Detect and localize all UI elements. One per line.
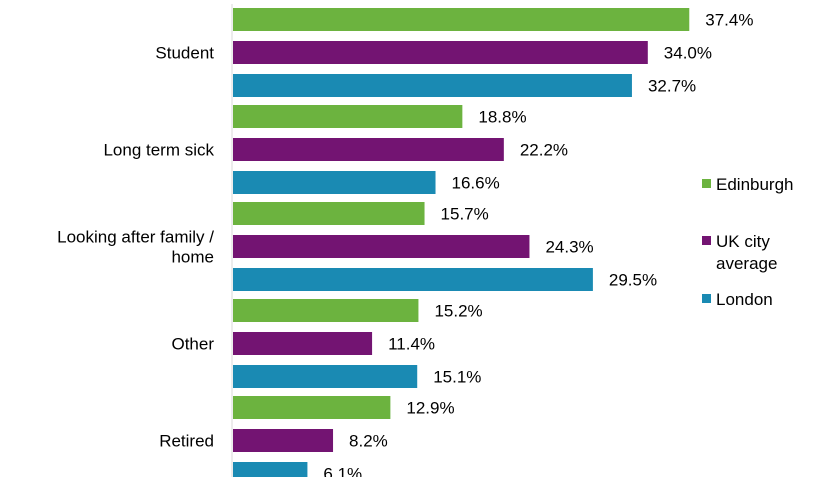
bar: [233, 202, 425, 225]
legend-label: London: [716, 290, 773, 309]
data-label: 16.6%: [452, 174, 500, 193]
legend-label: average: [716, 254, 777, 273]
data-label: 15.1%: [433, 368, 481, 387]
legend-swatch: [702, 236, 711, 245]
category-label: Long term sick: [103, 141, 214, 160]
bar: [233, 332, 373, 355]
data-label: 29.5%: [609, 271, 657, 290]
category-label: Retired: [159, 432, 214, 451]
data-label: 32.7%: [648, 77, 696, 96]
bar: [233, 462, 308, 477]
bar: [233, 74, 632, 97]
bar: [233, 429, 334, 452]
legend-swatch: [702, 294, 711, 303]
data-label: 18.8%: [478, 108, 526, 127]
data-label: 22.2%: [520, 141, 568, 160]
bar: [233, 396, 391, 419]
data-label: 8.2%: [349, 432, 388, 451]
bar: [233, 268, 593, 291]
value-labels: 37.4% 34.0% 32.7% 18.8% 22.2% 16.6% 15.7% 24.3%…: [323, 11, 753, 477]
data-label: 12.9%: [406, 399, 454, 418]
bar: [233, 299, 419, 322]
legend-label: UK city: [716, 232, 770, 251]
bar: [233, 105, 463, 128]
bar: [233, 235, 530, 258]
data-label: 34.0%: [664, 44, 712, 63]
bar: [233, 8, 690, 31]
category-labels: Student Long term sick Looking after famil…: [57, 44, 214, 451]
category-label: Student: [155, 44, 214, 63]
data-label: 11.4%: [388, 335, 435, 354]
legend-label: Edinburgh: [716, 175, 794, 194]
data-label: 15.7%: [441, 205, 489, 224]
legend-swatch: [702, 179, 711, 188]
data-label: 15.2%: [434, 302, 482, 321]
bar: [233, 365, 418, 388]
category-label: Looking after family /: [57, 228, 214, 247]
legend: Edinburgh UK city average London: [702, 175, 794, 309]
category-label: home: [171, 248, 214, 267]
data-label: 6.1%: [323, 465, 362, 477]
data-label: 37.4%: [705, 11, 753, 30]
data-label: 24.3%: [545, 238, 593, 257]
bar: [233, 41, 648, 64]
category-label: Other: [171, 335, 214, 354]
bar: [233, 138, 504, 161]
bar: [233, 171, 436, 194]
bars: [233, 8, 690, 477]
